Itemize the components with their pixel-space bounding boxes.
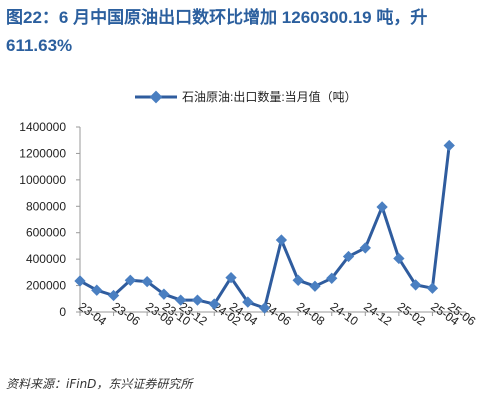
data-point xyxy=(74,275,86,287)
x-tick-label: 24-08 xyxy=(294,299,327,328)
legend: 石油原油:出口数量:当月值（吨） xyxy=(135,89,357,104)
legend-label: 石油原油:出口数量:当月值（吨） xyxy=(182,89,357,104)
x-tick-label: 24-10 xyxy=(328,299,361,328)
data-point xyxy=(158,288,170,300)
y-tick-label: 1000000 xyxy=(19,173,66,187)
data-point xyxy=(326,272,338,284)
series-layer xyxy=(74,139,455,314)
data-point xyxy=(225,271,237,284)
data-point xyxy=(242,296,254,308)
data-point xyxy=(426,282,439,294)
y-tick-label: 400000 xyxy=(26,252,66,266)
data-point xyxy=(376,201,388,213)
y-tick-label: 600000 xyxy=(26,226,66,240)
data-point xyxy=(359,242,371,254)
data-point xyxy=(175,294,187,306)
source-note: 资料来源：iFinD，东兴证券研究所 xyxy=(6,377,193,391)
x-tick-label: 23-04 xyxy=(76,299,109,328)
data-point xyxy=(342,250,355,263)
data-point xyxy=(258,302,271,314)
figure-title: 图22：6 月中国原油出口数环比增加 1260300.19 吨，升611.63% xyxy=(6,8,428,55)
y-axis: 0 200000 400000 600000 800000 1000000 1200000 1… xyxy=(19,120,81,319)
y-tick-label: 1400000 xyxy=(19,120,66,134)
data-point xyxy=(91,284,103,296)
y-tick-label: 0 xyxy=(59,305,66,319)
data-point xyxy=(208,298,220,310)
y-tick-label: 800000 xyxy=(26,199,66,213)
y-tick-label: 1200000 xyxy=(19,146,66,160)
x-tick-label: 23-06 xyxy=(109,299,142,328)
data-point xyxy=(393,252,405,265)
data-point xyxy=(443,139,455,152)
data-point xyxy=(292,274,304,286)
data-point xyxy=(309,280,321,292)
x-tick-label: 25-02 xyxy=(395,299,428,328)
data-point xyxy=(409,279,422,291)
x-tick-label: 24-12 xyxy=(361,299,394,328)
data-point xyxy=(141,275,153,288)
legend-marker xyxy=(149,90,163,104)
data-point xyxy=(191,294,204,306)
y-tick-label: 200000 xyxy=(26,279,66,293)
data-point xyxy=(275,234,288,246)
series-line xyxy=(79,145,451,310)
